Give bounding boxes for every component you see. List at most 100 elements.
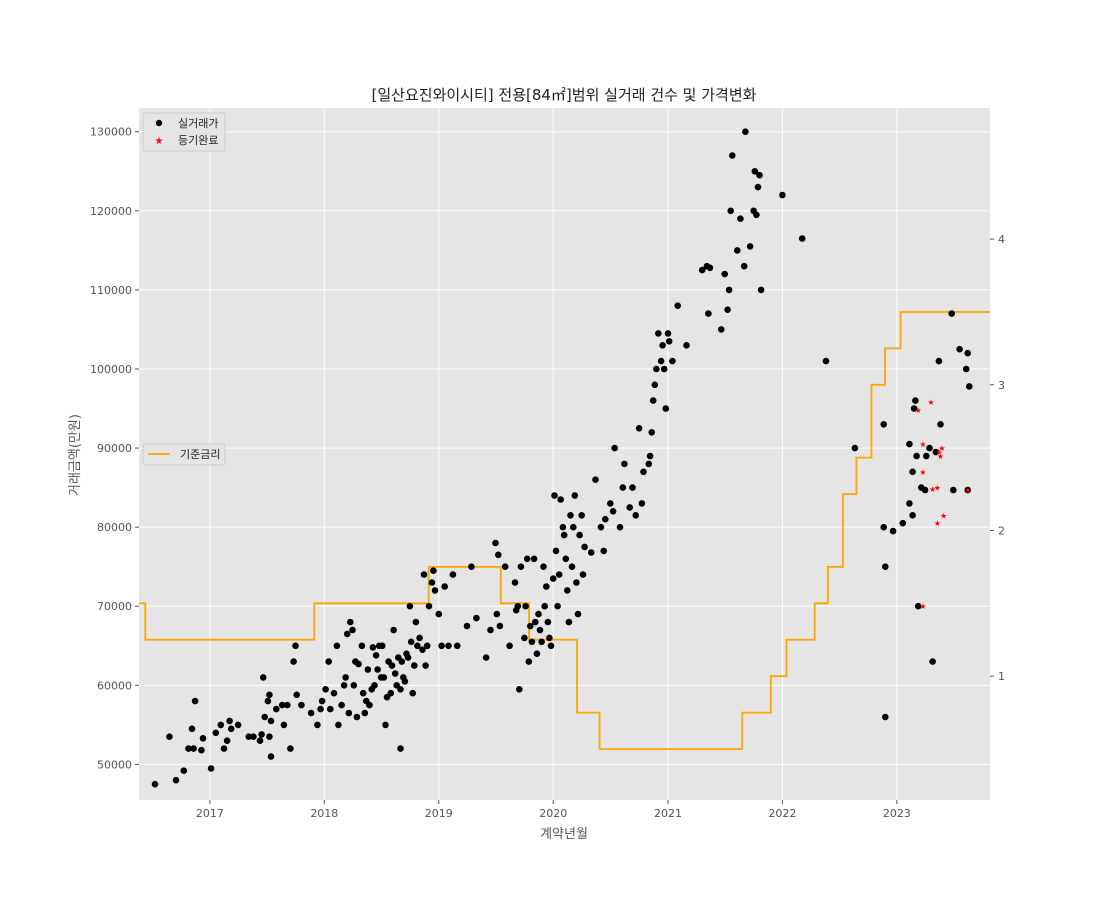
price-point: [342, 674, 349, 681]
legend-rate-label: 기준금리: [180, 448, 220, 461]
price-point: [180, 767, 188, 774]
price-point: [521, 634, 528, 642]
y-tick-label: 70000: [97, 600, 132, 613]
price-point: [188, 725, 196, 733]
price-point: [416, 634, 423, 642]
price-point: [645, 460, 653, 468]
x-tick-label: 2023: [883, 807, 911, 820]
price-point: [501, 563, 509, 570]
price-point: [407, 638, 415, 646]
price-point: [430, 567, 437, 574]
price-point: [899, 519, 907, 527]
price-point: [371, 682, 378, 689]
price-point: [532, 618, 539, 626]
price-point: [538, 638, 545, 646]
price-point: [640, 468, 647, 476]
registered-point: ★: [929, 485, 936, 494]
price-point: [327, 705, 334, 713]
price-point: [659, 342, 666, 349]
price-point: [307, 709, 315, 717]
price-point: [619, 484, 627, 491]
price-point: [964, 486, 971, 494]
price-point: [734, 247, 741, 254]
registered-point: ★: [934, 519, 941, 528]
price-point: [966, 383, 973, 390]
legend-top-box: [142, 112, 226, 152]
price-point: [264, 697, 272, 705]
price-point: [568, 563, 576, 570]
price-point: [412, 618, 420, 626]
price-point: [540, 563, 547, 570]
registered-point: ★: [940, 511, 947, 520]
registered-point: ★: [919, 468, 926, 477]
price-point: [950, 486, 957, 494]
price-point: [185, 745, 192, 752]
price-point: [655, 330, 662, 337]
price-point: [559, 523, 567, 531]
price-point: [536, 626, 544, 634]
price-point: [574, 610, 582, 618]
price-point: [438, 642, 445, 650]
price-point: [646, 452, 654, 460]
price-point: [473, 614, 480, 622]
price-point: [664, 330, 672, 337]
price-point: [721, 270, 728, 278]
price-point: [649, 397, 657, 404]
y-tick-label: 120000: [90, 205, 132, 218]
price-point: [549, 575, 557, 582]
price-point: [600, 547, 607, 555]
price-point: [419, 646, 426, 653]
price-point: [406, 602, 414, 610]
price-point: [648, 429, 655, 436]
price-point: [361, 709, 369, 717]
price-point: [387, 689, 395, 697]
price-point: [390, 626, 397, 634]
price-point: [889, 527, 897, 535]
price-point: [751, 168, 759, 175]
price-point: [932, 448, 940, 456]
price-point: [546, 634, 553, 642]
price-point: [340, 682, 348, 689]
x-tick-label: 2017: [196, 807, 224, 820]
price-point: [517, 563, 525, 570]
price-point: [705, 310, 712, 317]
price-point: [660, 365, 668, 373]
y-tick-label: 90000: [97, 442, 132, 455]
registered-point: ★: [919, 602, 926, 611]
price-point: [423, 642, 431, 650]
price-point: [496, 622, 504, 630]
price-point: [217, 721, 225, 729]
price-point: [431, 587, 439, 594]
price-point: [557, 496, 564, 503]
price-point: [495, 551, 502, 559]
price-point: [364, 666, 372, 673]
price-point: [338, 701, 345, 709]
price-point: [914, 602, 922, 610]
y2-tick-label: 4: [998, 233, 1005, 246]
price-point: [607, 500, 614, 507]
x-tick-label: 2021: [654, 807, 682, 820]
y-tick-label: 80000: [97, 521, 132, 534]
legend-price-marker: [155, 119, 163, 127]
price-point: [602, 515, 609, 523]
price-point: [948, 310, 955, 317]
price-point: [234, 721, 242, 729]
price-point: [571, 492, 579, 499]
price-point: [698, 266, 706, 274]
price-point: [525, 658, 533, 665]
price-point: [880, 523, 887, 531]
price-point: [353, 713, 361, 721]
price-point: [597, 523, 605, 531]
price-point: [487, 626, 494, 634]
price-point: [374, 666, 381, 673]
price-point: [226, 717, 233, 725]
price-point: [560, 531, 568, 539]
registered-point: ★: [938, 444, 945, 453]
x-axis: 2017 2018 2019 2020 2021 2022 2023: [196, 800, 911, 820]
price-point: [454, 642, 461, 650]
y2-tick-label: 3: [998, 379, 1005, 392]
price-point: [910, 405, 918, 412]
registered-point: ★: [964, 486, 971, 495]
price-point: [166, 733, 173, 740]
price-point: [706, 264, 714, 272]
